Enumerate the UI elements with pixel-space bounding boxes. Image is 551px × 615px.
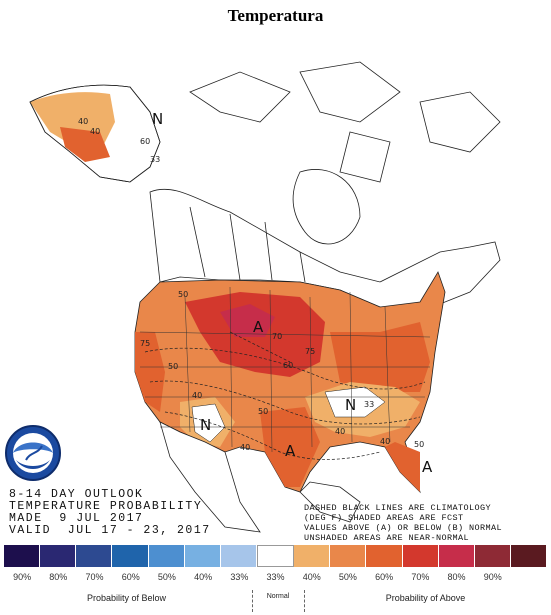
note-line: DASHED BLACK LINES ARE CLIMATOLOGY xyxy=(304,503,492,513)
note-line: UNSHADED AREAS ARE NEAR-NORMAL xyxy=(304,533,470,543)
legend-swatch xyxy=(76,545,113,567)
outlook-info: 8-14 DAY OUTLOOK TEMPERATURE PROBABILITY… xyxy=(9,489,211,537)
note-line: (DEG F) SHADED AREAS ARE FCST xyxy=(304,513,464,523)
map-title: Temperatura xyxy=(227,6,324,25)
southeast-near-normal-label: N xyxy=(345,396,356,414)
legend-swatch-label: 90% xyxy=(13,572,32,582)
legend-swatch xyxy=(148,545,185,567)
hudson-bay xyxy=(292,169,361,245)
divider xyxy=(252,590,253,612)
legend-swatch xyxy=(366,545,403,567)
legend-swatch-label: 60% xyxy=(121,572,140,582)
climo-value: 50 xyxy=(168,362,178,371)
legend-swatch xyxy=(220,545,257,567)
noaa-logo xyxy=(4,424,62,482)
climo-value: 50 xyxy=(414,440,424,449)
climo-value: 60 xyxy=(140,137,150,146)
alaska-near-normal-label: N xyxy=(152,110,163,128)
legend-swatch-label: 50% xyxy=(157,572,176,582)
climo-value: 33 xyxy=(150,155,160,164)
legend-swatch xyxy=(510,545,548,567)
legend-swatch xyxy=(330,545,367,567)
northern-islands xyxy=(189,61,501,183)
legend-swatch-label: 33% xyxy=(230,572,249,582)
climo-value: 33 xyxy=(364,400,374,409)
legend-swatch-label: 80% xyxy=(447,572,466,582)
plains-above-label: A xyxy=(253,318,264,336)
legend-swatch-label: 70% xyxy=(411,572,430,582)
outlook-map: N A A A N N 40 40 60 33 50 70 75 60 75 5… xyxy=(0,32,551,544)
climo-value: 50 xyxy=(178,290,188,299)
climo-value: 40 xyxy=(240,443,250,452)
province-lines xyxy=(189,206,306,283)
legend-swatch xyxy=(4,545,41,567)
southwest-near-normal-label: N xyxy=(200,416,211,434)
divider xyxy=(304,590,305,612)
legend-swatch-label: 60% xyxy=(375,572,394,582)
legend-swatch-label: 80% xyxy=(49,572,68,582)
climo-value: 40 xyxy=(90,127,100,136)
conus xyxy=(134,271,446,533)
legend-swatch xyxy=(40,545,77,567)
climo-value: 60 xyxy=(283,361,293,370)
legend-swatch-label xyxy=(511,572,547,582)
legend-swatch xyxy=(294,545,331,567)
legend-swatch xyxy=(474,545,511,567)
texas-above-label: A xyxy=(285,442,296,460)
climo-value: 40 xyxy=(192,391,202,400)
legend-swatch xyxy=(256,545,295,567)
legend-categories: Probability of Below Normal Probability … xyxy=(4,590,547,612)
legend-swatch-label: 33% xyxy=(266,572,285,582)
color-legend xyxy=(4,545,548,567)
note-line: VALUES ABOVE (A) OR BELOW (B) NORMAL xyxy=(304,523,503,533)
climo-value: 40 xyxy=(380,437,390,446)
legend-labels: 90% 80% 70% 60% 50% 40% 33% 33% 40% 50% 60% 70% 80% 9… xyxy=(4,572,547,582)
climatology-values: 40 40 60 33 50 70 75 60 75 50 40 50 40 3… xyxy=(78,117,424,452)
legend-swatch xyxy=(438,545,475,567)
climo-value: 40 xyxy=(78,117,88,126)
outlook-made: MADE 9 JUL 2017 xyxy=(9,512,144,525)
legend-swatch-label: 50% xyxy=(338,572,357,582)
legend-swatch xyxy=(402,545,439,567)
legend-note: DASHED BLACK LINES ARE CLIMATOLOGY (DEG … xyxy=(304,503,544,543)
climo-value: 70 xyxy=(272,332,282,341)
legend-swatch-label: 40% xyxy=(194,572,213,582)
above-label: Probability of Above xyxy=(385,593,466,603)
below-label: Probability of Below xyxy=(86,593,167,603)
legend-swatch-label: 40% xyxy=(302,572,321,582)
climo-value: 75 xyxy=(305,347,315,356)
legend-swatch xyxy=(184,545,221,567)
outlook-valid: VALID JUL 17 - 23, 2017 xyxy=(9,524,211,537)
climo-value: 75 xyxy=(140,339,150,348)
normal-label: Normal xyxy=(266,593,290,600)
legend-swatch xyxy=(112,545,149,567)
legend-swatch-label: 70% xyxy=(85,572,104,582)
legend-swatch-label: 90% xyxy=(483,572,502,582)
climo-value: 40 xyxy=(335,427,345,436)
climo-value: 50 xyxy=(258,407,268,416)
map-labels: N A A A N N xyxy=(152,110,433,476)
outlook-period: 8-14 DAY OUTLOOK xyxy=(9,488,144,501)
florida-above-label: A xyxy=(422,458,433,476)
outlook-type: TEMPERATURE PROBABILITY xyxy=(9,500,203,513)
alaska xyxy=(29,84,161,183)
